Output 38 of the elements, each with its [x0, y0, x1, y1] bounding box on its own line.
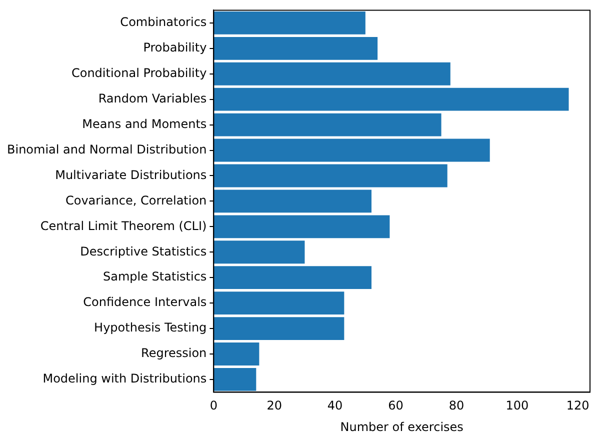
y-tick-label: Descriptive Statistics [80, 244, 207, 258]
bar [214, 215, 390, 238]
bar [214, 190, 372, 213]
x-tick-label: 40 [327, 398, 343, 413]
y-tick-label: Conditional Probability [71, 66, 207, 80]
bar [214, 342, 260, 366]
x-tick-label: 120 [566, 398, 590, 413]
bar [214, 62, 450, 86]
y-tick-label: Binomial and Normal Distribution [7, 142, 207, 156]
x-tick-label: 80 [448, 398, 464, 413]
y-tick-label: Covariance, Correlation [65, 193, 207, 208]
y-tick-label: Hypothesis Testing [94, 320, 207, 335]
x-tick-label: 0 [210, 398, 218, 413]
bar [214, 164, 448, 188]
y-tick-label: Multivariate Distributions [55, 168, 207, 182]
bar [214, 36, 378, 60]
y-tick-label: Confidence Intervals [83, 295, 207, 310]
x-tick-label: 60 [388, 398, 404, 413]
bar [214, 368, 256, 391]
x-tick-label: 100 [506, 398, 529, 413]
y-tick-label: Regression [141, 346, 207, 360]
y-tick-label: Probability [143, 40, 207, 55]
x-tick-label: 20 [266, 398, 282, 413]
y-tick-label: Means and Moments [82, 116, 207, 131]
bar [214, 292, 344, 315]
y-tick-label: Sample Statistics [103, 270, 207, 284]
bar [214, 11, 366, 34]
y-tick-label: Random Variables [98, 91, 207, 106]
bar [214, 138, 490, 162]
bar [214, 88, 569, 111]
x-axis-title: Number of exercises [340, 420, 464, 434]
bar [214, 113, 442, 136]
y-tick-label: Central Limit Theorem (CLI) [40, 218, 207, 233]
bar [214, 317, 344, 340]
y-tick-label: Combinatorics [120, 15, 207, 30]
bar [214, 266, 372, 290]
y-tick-label: Modeling with Distributions [42, 372, 207, 386]
bar [214, 240, 305, 264]
